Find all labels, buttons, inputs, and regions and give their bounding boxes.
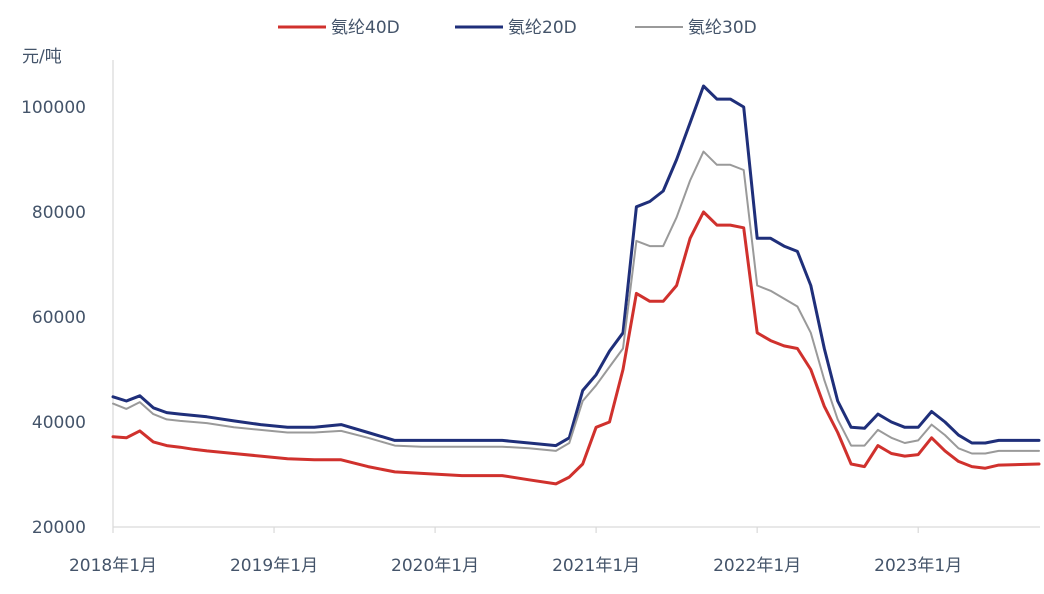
y-tick-label: 20000 xyxy=(32,518,86,538)
y-tick-label: 80000 xyxy=(32,203,86,223)
x-tick-label: 2019年1月 xyxy=(230,556,318,576)
x-tick-label: 2022年1月 xyxy=(713,556,801,576)
legend-label: 氨纶20D xyxy=(508,18,577,38)
series-line-3 xyxy=(112,150,1040,455)
x-tick-label: 2020年1月 xyxy=(391,556,479,576)
x-tick-label: 2023年1月 xyxy=(874,556,962,576)
y-tick-label: 40000 xyxy=(32,413,86,433)
legend-item: 氨纶30D xyxy=(635,18,757,38)
legend-label: 氨纶30D xyxy=(688,18,757,38)
legend-item: 氨纶20D xyxy=(455,18,577,38)
tick-labels: 20000 40000 60000 80000 100000 2018年1月 2019年1月… xyxy=(21,98,962,576)
legend: 氨纶40D 氨纶20D 氨纶30D xyxy=(278,18,757,38)
y-tick-label: 100000 xyxy=(21,98,86,118)
y-tick-label: 60000 xyxy=(32,308,86,328)
axes: 元/吨 xyxy=(22,47,1040,528)
series-lines xyxy=(111,84,1041,486)
x-tick-label: 2018年1月 xyxy=(69,556,157,576)
series-line-1 xyxy=(111,210,1041,486)
y-axis-unit-label: 元/吨 xyxy=(22,47,62,67)
legend-item: 氨纶40D xyxy=(278,18,400,38)
series-line-2 xyxy=(111,84,1041,448)
x-tick-label: 2021年1月 xyxy=(552,556,640,576)
legend-label: 氨纶40D xyxy=(331,18,400,38)
